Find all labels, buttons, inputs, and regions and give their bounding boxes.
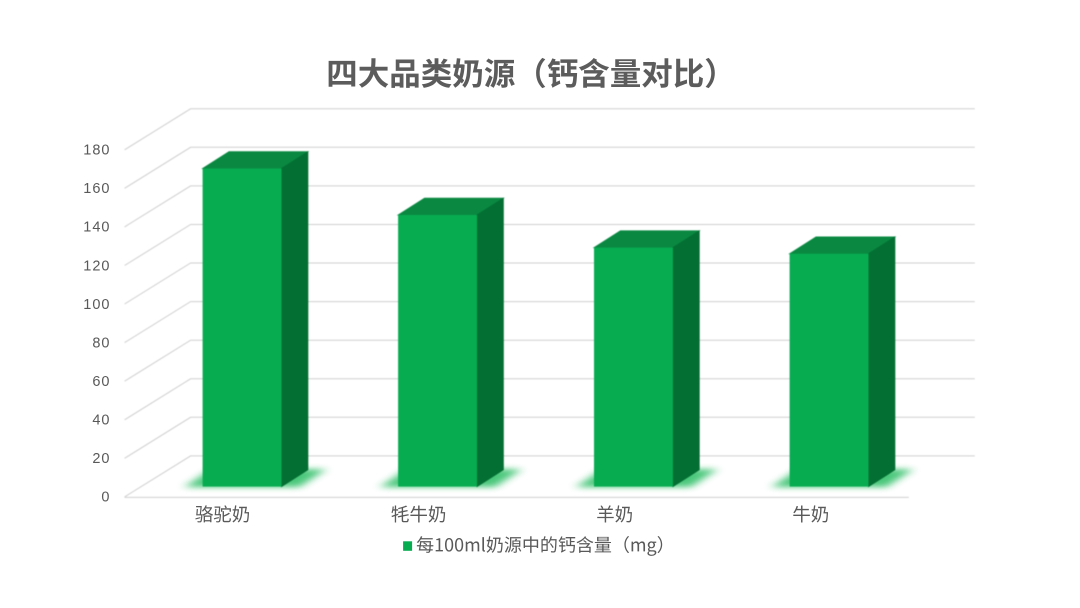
svg-text:180: 180 (83, 143, 110, 159)
svg-text:80: 80 (92, 335, 110, 351)
svg-text:160: 160 (83, 181, 110, 197)
svg-text:140: 140 (83, 220, 110, 236)
svg-text:100: 100 (83, 297, 110, 313)
svg-text:20: 20 (92, 451, 110, 467)
svg-text:60: 60 (92, 374, 110, 390)
svg-text:40: 40 (92, 413, 110, 429)
svg-text:0: 0 (101, 490, 110, 506)
svg-text:120: 120 (83, 258, 110, 274)
